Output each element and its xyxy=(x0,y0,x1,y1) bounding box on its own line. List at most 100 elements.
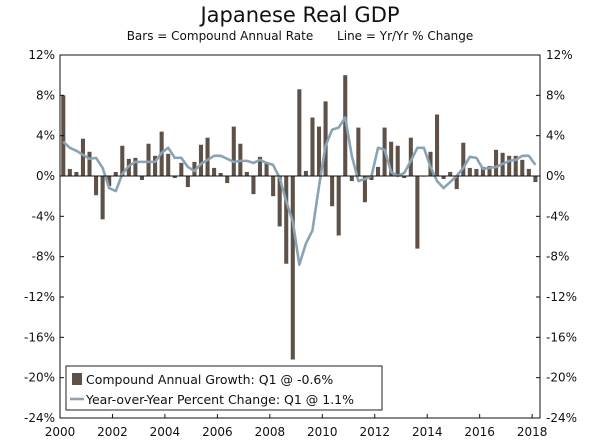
axes: 12% 12% 8% 8% 4% 4% 0% 0% -4% -4% -8% -8% -12% -12% -1… xyxy=(24,48,577,439)
bar xyxy=(389,141,394,176)
y-tick-label-right: -4% xyxy=(546,209,569,223)
bar xyxy=(290,176,295,360)
bar xyxy=(494,149,499,176)
bar xyxy=(139,176,144,181)
bar xyxy=(356,127,361,176)
x-tick-label: 2014 xyxy=(412,425,443,439)
bar xyxy=(225,176,230,184)
y-tick-label-left: 4% xyxy=(36,129,55,143)
y-tick-label-right: -16% xyxy=(546,330,577,344)
y-tick-label-right: 4% xyxy=(546,129,565,143)
legend-line-label: Year-over-Year Percent Change: Q1 @ 1.1% xyxy=(85,392,354,407)
bar xyxy=(67,168,72,176)
bar xyxy=(277,176,282,227)
legend-bar-label: Compound Annual Growth: Q1 @ -0.6% xyxy=(86,372,333,387)
bar xyxy=(113,171,118,176)
bar xyxy=(513,155,518,176)
bar xyxy=(231,126,236,176)
x-tick-label: 2002 xyxy=(97,425,128,439)
bar xyxy=(120,145,125,176)
y-tick-label-left: -12% xyxy=(24,290,55,304)
y-tick-label-left: 12% xyxy=(28,48,55,62)
y-tick-label-right: -20% xyxy=(546,371,577,385)
bar xyxy=(192,161,197,176)
bar xyxy=(362,176,367,203)
x-tick-label: 2008 xyxy=(255,425,286,439)
bar xyxy=(172,176,177,179)
x-tick-label: 2006 xyxy=(202,425,233,439)
bar xyxy=(467,167,472,176)
y-tick-label-right: 12% xyxy=(546,48,573,62)
bar xyxy=(376,166,381,176)
bar xyxy=(80,138,85,176)
bar xyxy=(297,89,302,176)
y-tick-label-right: -8% xyxy=(546,250,569,264)
bar xyxy=(395,145,400,176)
bar xyxy=(336,176,341,236)
bar xyxy=(251,176,256,195)
bar xyxy=(185,176,190,188)
bar xyxy=(507,155,512,176)
plot-frame xyxy=(59,54,541,419)
bar xyxy=(244,171,249,176)
bar xyxy=(316,126,322,176)
y-tick-label-right: 0% xyxy=(546,169,565,183)
x-tick-label: 2010 xyxy=(307,425,338,439)
bar xyxy=(323,101,328,176)
y-tick-label-left: -4% xyxy=(32,209,55,223)
y-tick-label-right: 8% xyxy=(546,88,565,102)
x-tick-label: 2016 xyxy=(464,425,495,439)
bar xyxy=(146,143,151,176)
bar xyxy=(212,167,217,176)
bar xyxy=(205,137,210,176)
x-tick-label: 2012 xyxy=(359,425,390,439)
chart-subtitle: Bars = Compound Annual Rate Line = Yr/Yr… xyxy=(0,29,600,43)
subtitle-line: Line = Yr/Yr % Change xyxy=(337,29,474,43)
subtitle-bars: Bars = Compound Annual Rate xyxy=(126,29,314,43)
x-tick-label: 2004 xyxy=(150,425,181,439)
bar xyxy=(369,176,374,181)
legend-box xyxy=(65,365,383,411)
bar xyxy=(408,137,413,176)
y-tick-label-left: -20% xyxy=(24,371,55,385)
bar xyxy=(461,142,466,176)
x-tick-label: 2018 xyxy=(517,425,548,439)
bar xyxy=(520,159,525,176)
chart-title: Japanese Real GDP xyxy=(200,3,400,27)
bar xyxy=(474,168,479,176)
bar xyxy=(415,176,420,249)
y-tick-label-left: -24% xyxy=(24,411,55,425)
bar xyxy=(441,176,446,180)
bar xyxy=(402,176,407,179)
bar xyxy=(257,156,263,176)
bar xyxy=(87,151,92,176)
bar xyxy=(343,75,348,176)
bar xyxy=(74,171,79,176)
bar xyxy=(487,165,492,176)
y-tick-label-right: -24% xyxy=(546,411,577,425)
bar xyxy=(94,176,99,196)
bar xyxy=(153,155,158,176)
bar xyxy=(166,153,171,176)
y-tick-label-left: -8% xyxy=(32,250,55,264)
bar xyxy=(133,157,138,176)
y-tick-label-left: 0% xyxy=(36,169,55,183)
bar xyxy=(100,176,105,220)
bar xyxy=(435,114,440,176)
bar xyxy=(218,172,223,176)
bar xyxy=(264,162,269,176)
legend-bar-swatch xyxy=(72,373,82,385)
bar xyxy=(330,176,335,207)
bar-series xyxy=(61,75,538,360)
y-tick-label-left: 8% xyxy=(36,88,55,102)
bar xyxy=(284,176,289,264)
bar xyxy=(310,117,315,176)
bar xyxy=(271,176,276,197)
y-tick-label-left: -16% xyxy=(24,330,55,344)
legend: Compound Annual Growth: Q1 @ -0.6% Year-o… xyxy=(65,365,383,411)
y-tick-label-right: -12% xyxy=(546,290,577,304)
bar xyxy=(349,176,354,182)
bar xyxy=(454,176,459,190)
x-tick-label: 2000 xyxy=(45,425,76,439)
